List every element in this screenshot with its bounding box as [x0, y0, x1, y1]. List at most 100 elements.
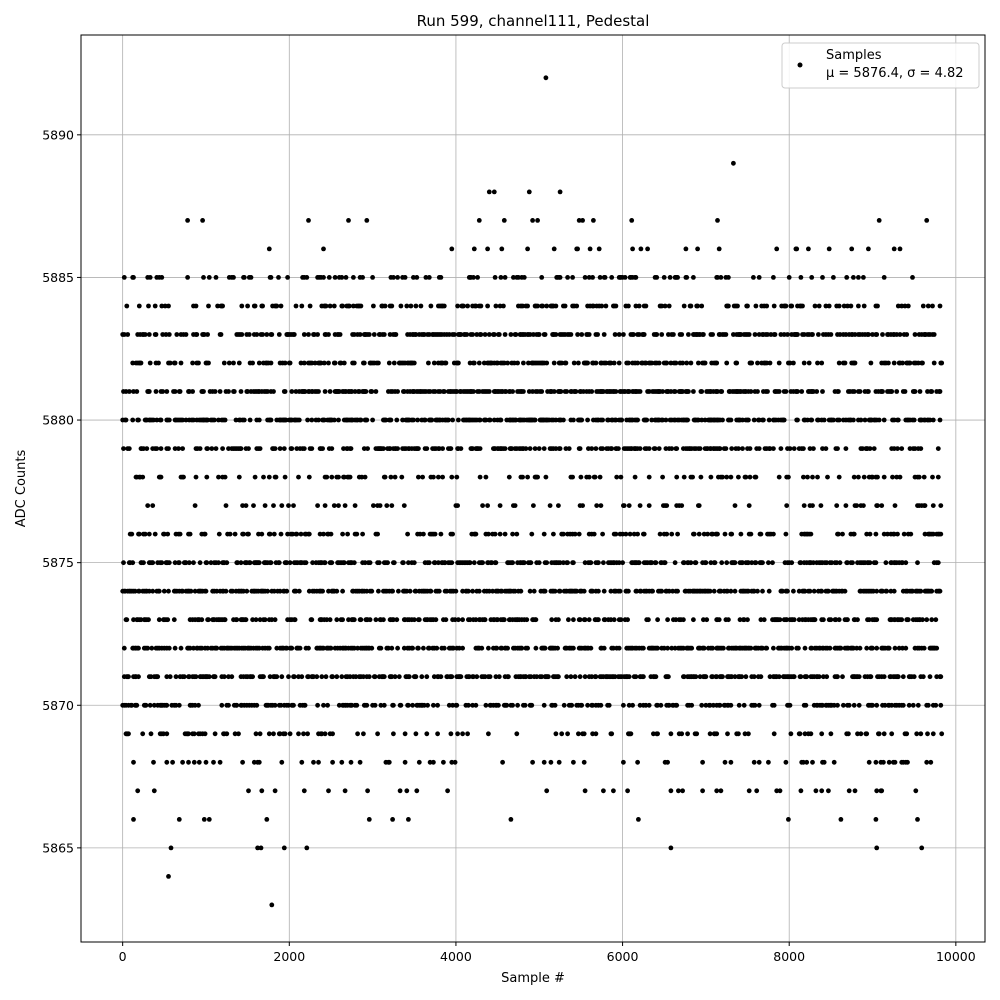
data-point — [816, 674, 822, 680]
data-point — [799, 389, 805, 394]
data-point — [812, 617, 818, 623]
data-point — [271, 731, 276, 737]
data-point — [515, 360, 520, 366]
plot-frame — [80, 34, 986, 943]
data-point — [455, 503, 460, 508]
data-point — [381, 674, 387, 680]
data-point — [348, 759, 354, 765]
data-point — [440, 474, 445, 480]
data-point — [532, 446, 538, 451]
data-point — [767, 674, 773, 680]
data-point — [321, 275, 326, 280]
data-point — [359, 474, 365, 480]
data-point — [690, 474, 695, 480]
data-point — [825, 474, 830, 480]
data-point — [707, 702, 713, 708]
data-point — [158, 446, 164, 451]
data-point — [432, 389, 438, 394]
data-point — [491, 332, 497, 337]
data-point — [267, 674, 273, 680]
data-point — [601, 788, 606, 794]
data-point — [178, 645, 184, 651]
data-point — [886, 759, 892, 765]
data-point — [267, 531, 273, 537]
data-point — [332, 360, 338, 366]
data-point — [935, 560, 941, 566]
data-point — [791, 360, 796, 366]
data-point — [257, 731, 263, 737]
data-point — [714, 788, 720, 794]
data-point — [589, 446, 595, 451]
data-point — [845, 617, 850, 623]
data-point — [635, 759, 640, 765]
data-point — [836, 417, 842, 423]
data-point — [804, 674, 810, 680]
data-point — [891, 417, 897, 423]
data-point — [882, 702, 888, 708]
data-point — [193, 303, 199, 309]
data-point — [306, 218, 311, 223]
data-point — [167, 674, 173, 680]
data-point — [695, 303, 700, 309]
data-point — [606, 417, 611, 423]
data-point — [521, 360, 526, 366]
data-point — [126, 731, 131, 737]
data-point — [416, 645, 421, 651]
data-point — [613, 389, 619, 394]
data-point — [398, 303, 404, 309]
data-point — [449, 674, 455, 680]
data-point — [714, 674, 720, 680]
data-point — [501, 360, 507, 366]
data-point — [881, 759, 886, 765]
data-point — [660, 474, 665, 480]
data-point-outlier — [580, 218, 585, 223]
data-point — [931, 332, 937, 337]
data-point — [233, 417, 239, 423]
data-point — [734, 360, 740, 366]
data-point — [336, 503, 341, 508]
data-point — [527, 588, 533, 594]
data-point — [719, 560, 725, 566]
data-point — [231, 275, 236, 280]
points-layer — [120, 75, 945, 908]
data-point — [490, 588, 495, 594]
data-point — [635, 417, 640, 423]
data-point — [454, 702, 460, 708]
data-point — [851, 702, 857, 708]
data-point — [319, 731, 325, 737]
data-point — [254, 702, 260, 708]
data-point — [532, 417, 538, 423]
data-point — [796, 645, 801, 651]
data-point — [510, 702, 515, 708]
data-point — [156, 617, 162, 623]
data-point — [883, 560, 889, 566]
data-point — [670, 588, 675, 594]
data-point — [758, 674, 764, 680]
data-point — [666, 303, 672, 309]
data-point — [500, 759, 505, 765]
data-point — [149, 645, 155, 651]
data-point — [722, 759, 728, 765]
data-point — [340, 303, 345, 309]
data-point — [296, 674, 301, 680]
data-point — [224, 731, 230, 737]
data-point — [481, 360, 487, 366]
data-point — [785, 332, 790, 337]
data-point — [402, 275, 408, 280]
data-point — [213, 275, 219, 280]
data-point — [508, 817, 514, 822]
data-point — [824, 674, 830, 680]
data-point — [341, 474, 347, 480]
data-point — [905, 759, 910, 765]
data-point — [245, 389, 251, 394]
data-point — [352, 503, 358, 508]
data-point — [406, 817, 411, 822]
data-point — [413, 332, 419, 337]
data-point — [746, 731, 751, 737]
data-point — [236, 474, 242, 480]
data-point — [276, 275, 281, 280]
data-point — [555, 645, 560, 651]
data-point — [809, 275, 815, 280]
data-point — [414, 788, 420, 794]
data-point — [330, 731, 335, 737]
